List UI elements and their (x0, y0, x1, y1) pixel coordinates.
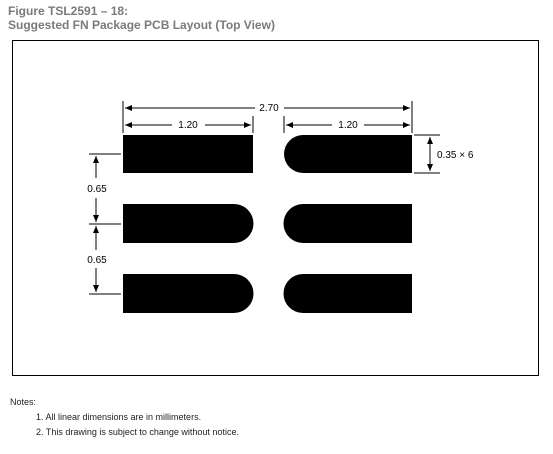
pad-right-2 (283, 204, 412, 243)
pad-left-2 (123, 204, 254, 243)
pad-right-1 (284, 135, 412, 173)
dim-pitch-1: 0.65 (87, 184, 107, 195)
note-item-2: 2. This drawing is subject to change wit… (36, 427, 239, 437)
dim-pitch-2: 0.65 (87, 255, 107, 266)
notes-section: Notes: 1. All linear dimensions are in m… (10, 395, 239, 440)
figure-caption: Figure TSL2591 – 18: Suggested FN Packag… (8, 4, 275, 32)
dim-pad-width: 0.35 × 6 (437, 150, 474, 161)
pad-right-3 (283, 274, 412, 313)
notes-list: 1. All linear dimensions are in millimet… (10, 410, 239, 440)
dim-right-pad-length: 1.20 (338, 120, 358, 131)
drawing-frame (12, 40, 539, 376)
pad-left-1 (123, 135, 253, 173)
pad-left-3 (123, 274, 254, 313)
notes-heading: Notes: (10, 397, 37, 407)
figure-title: Suggested FN Package PCB Layout (Top Vie… (8, 18, 275, 32)
dim-left-pad-length: 1.20 (178, 120, 198, 131)
dim-overall-width: 2.70 (259, 103, 279, 114)
note-item-1: 1. All linear dimensions are in millimet… (36, 412, 202, 422)
figure-number: Figure TSL2591 – 18: (8, 4, 129, 18)
